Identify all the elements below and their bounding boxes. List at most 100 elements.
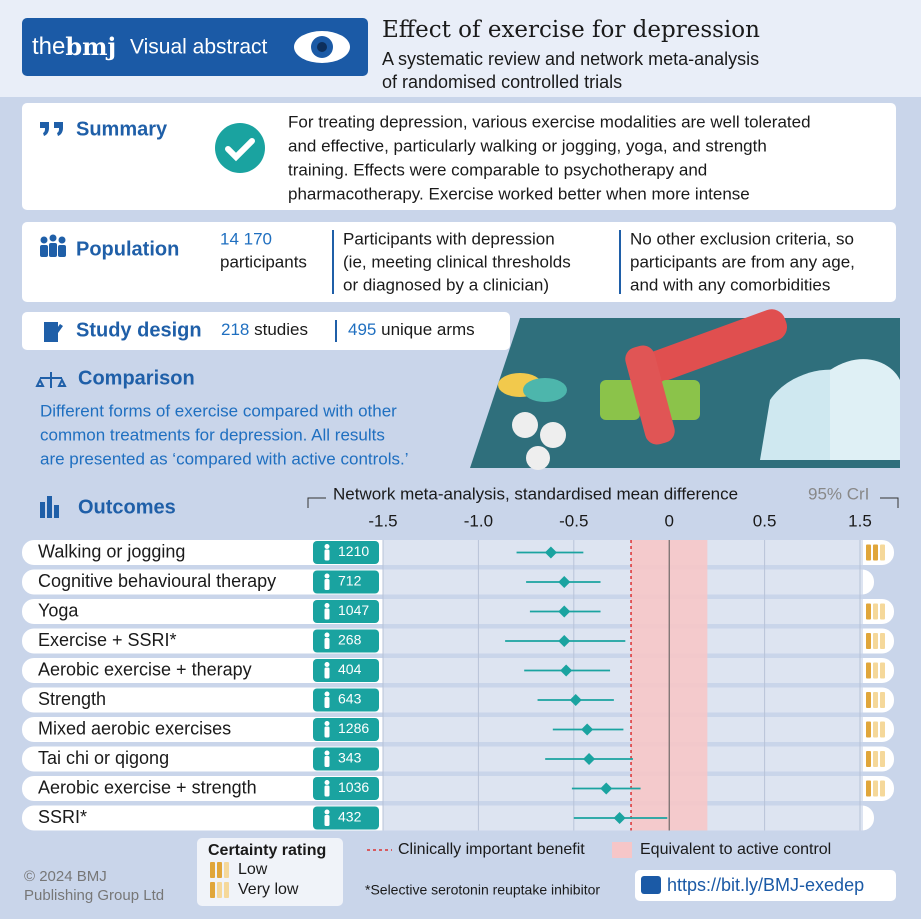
certainty-bar xyxy=(873,603,878,620)
exclusion-line: and with any comorbidities xyxy=(630,275,830,294)
summary-heading: Summary xyxy=(76,118,168,140)
estimate xyxy=(600,782,613,795)
legend-certainty-label: Very low xyxy=(238,881,299,898)
certainty-bar xyxy=(866,751,871,767)
comparison-heading: Comparison xyxy=(78,367,195,389)
certainty-bar xyxy=(866,633,871,649)
check-icon xyxy=(215,123,265,173)
arms-count: 495 xyxy=(348,320,376,339)
n-label: 1047 xyxy=(338,602,369,618)
population-heading: Population xyxy=(76,238,179,260)
design-heading: Study design xyxy=(76,319,202,341)
n-label: 712 xyxy=(338,573,362,589)
comparison-line: Different forms of exercise compared wit… xyxy=(40,401,397,420)
footnote: *Selective serotonin reuptake inhibitor xyxy=(365,882,600,898)
outcomes-icon xyxy=(40,496,59,518)
interval-label: 95% CrI xyxy=(808,484,869,503)
eye-pupil xyxy=(317,42,327,52)
certainty-bar xyxy=(873,633,878,649)
person-head xyxy=(324,662,330,667)
summary-line: training. Effects were comparable to psy… xyxy=(288,160,707,179)
certainty-bar xyxy=(224,882,229,898)
url-box xyxy=(635,870,896,901)
quote-icon xyxy=(40,122,63,136)
bmj-icon xyxy=(641,876,661,894)
estimate xyxy=(583,753,596,765)
estimate xyxy=(544,546,557,559)
check-mark xyxy=(225,138,255,162)
category-label: Tai chi or qigong xyxy=(38,748,169,768)
criteria-line: Participants with depression xyxy=(343,229,555,248)
person-body xyxy=(324,785,330,797)
x-tick-label: 0.5 xyxy=(753,511,777,530)
certainty-bar xyxy=(873,662,878,679)
summary-line: For treating depression, various exercis… xyxy=(288,112,811,131)
summary-line: and effective, particularly walking or j… xyxy=(288,136,767,155)
population-box xyxy=(22,222,896,302)
certainty-bar xyxy=(880,751,885,767)
certainty-bar xyxy=(866,544,871,561)
summary-line: pharmacotherapy. Exercise worked better … xyxy=(288,184,750,203)
certainty-bar xyxy=(866,780,871,797)
category-label: Yoga xyxy=(38,600,79,620)
url[interactable]: https://bit.ly/BMJ-exedep xyxy=(667,875,864,895)
design-studies: 218 studies xyxy=(221,320,308,339)
x-tick-label: -1.0 xyxy=(464,511,493,530)
person-head xyxy=(324,691,330,697)
estimate xyxy=(569,694,582,706)
legend-certainty-label: Low xyxy=(238,861,268,878)
n-label: 1286 xyxy=(338,720,369,736)
subtitle-line: of randomised controlled trials xyxy=(382,72,622,92)
category-label: Walking or jogging xyxy=(38,541,185,561)
comparison-line: common treatments for depression. All re… xyxy=(40,425,385,444)
bracket xyxy=(307,497,899,508)
plot-row xyxy=(383,540,863,565)
n-label: 1210 xyxy=(338,543,369,559)
certainty-bar xyxy=(873,780,878,797)
comparison-line: are presented as ‘compared with active c… xyxy=(40,449,409,468)
population-count-unit: participants xyxy=(220,252,307,271)
arms-unit: unique arms xyxy=(381,320,475,339)
estimate xyxy=(558,576,571,588)
category-label: SSRI* xyxy=(38,807,87,827)
scales-icon xyxy=(35,372,67,388)
design-icon xyxy=(44,322,63,342)
legend-box xyxy=(197,838,343,906)
certainty-bar xyxy=(224,862,229,878)
person-head xyxy=(324,632,330,638)
estimate xyxy=(560,664,573,677)
person-body xyxy=(324,638,330,649)
category-label: Exercise + SSRI* xyxy=(38,630,177,650)
certainty-bar xyxy=(880,692,885,708)
certainty-bar xyxy=(880,544,885,561)
copyright-line: © 2024 BMJ xyxy=(24,868,107,885)
person-head xyxy=(324,603,330,608)
certainty-bar xyxy=(873,751,878,767)
category-label: Aerobic exercise + therapy xyxy=(38,659,252,679)
legend-benefit-label: Clinically important benefit xyxy=(398,841,585,858)
estimate xyxy=(558,605,571,618)
certainty-bar xyxy=(866,692,871,708)
person-head xyxy=(324,544,330,549)
certainty-bar xyxy=(866,662,871,679)
estimate xyxy=(581,723,594,736)
x-tick-label: -1.5 xyxy=(368,511,397,530)
person-head xyxy=(324,721,330,726)
x-tick-label: 0 xyxy=(664,511,673,530)
criteria-line: or diagnosed by a clinician) xyxy=(343,275,549,294)
person-body xyxy=(324,815,330,826)
person-body xyxy=(324,726,330,738)
person-body xyxy=(324,756,330,767)
criteria-line: (ie, meeting clinical thresholds xyxy=(343,252,571,271)
population-count: 14 170 xyxy=(220,229,272,248)
n-label: 404 xyxy=(338,661,362,677)
certainty-bar xyxy=(866,721,871,738)
chart-title: Network meta-analysis, standardised mean… xyxy=(333,484,738,503)
plot-row xyxy=(383,569,863,595)
certainty-bar xyxy=(880,662,885,679)
category-label: Mixed aerobic exercises xyxy=(38,718,231,738)
person-head xyxy=(324,780,330,785)
people-icon xyxy=(40,234,66,257)
